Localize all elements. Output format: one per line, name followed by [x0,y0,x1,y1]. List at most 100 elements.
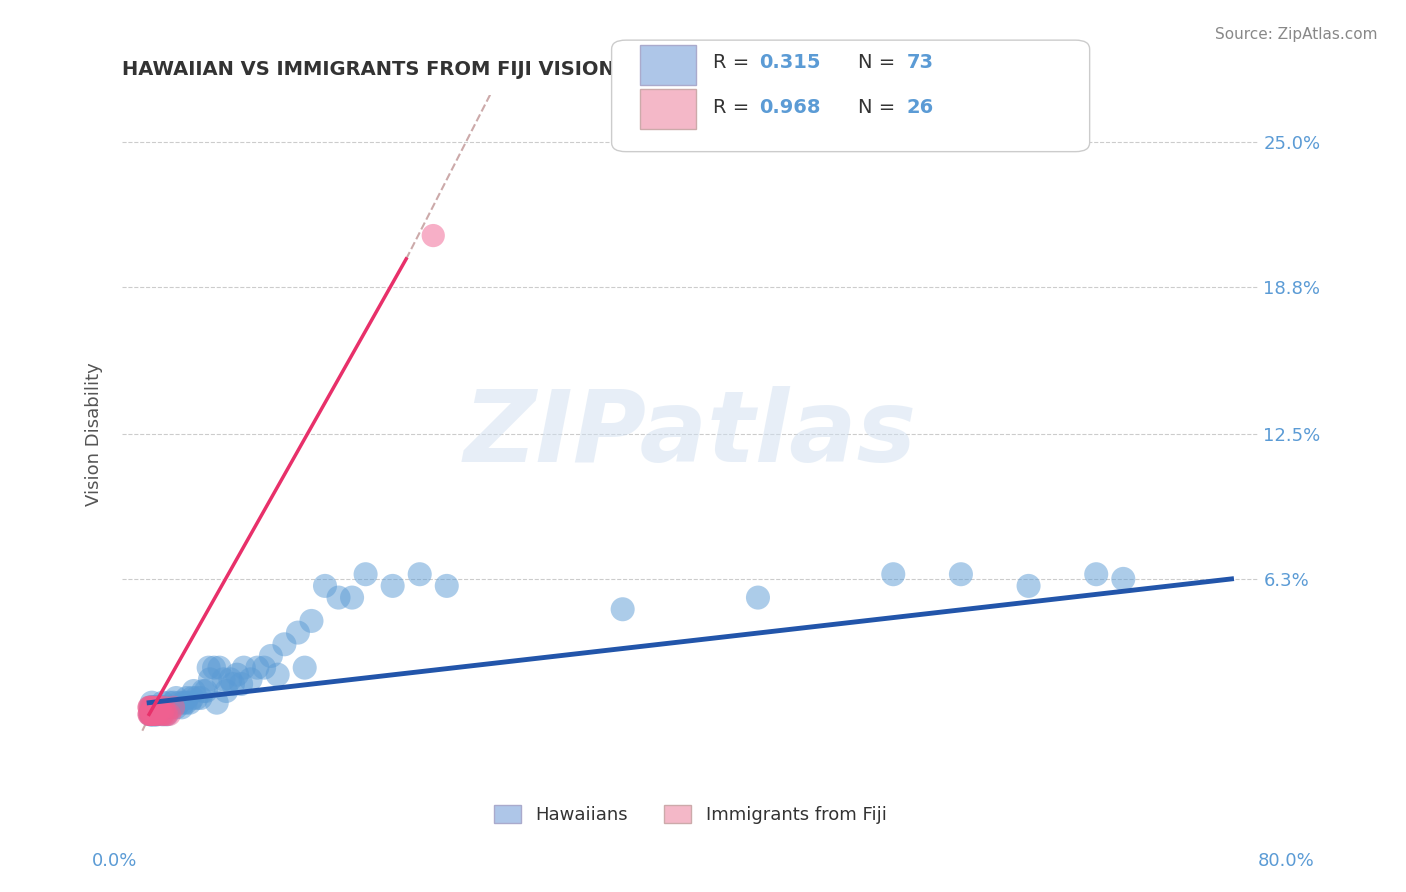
Point [179,696,201,710]
Point [1085,567,1108,582]
Text: N =: N = [858,53,894,72]
Text: 80.0%: 80.0% [1258,852,1315,870]
Point [138,700,160,714]
Point [949,567,972,582]
Text: ZIPatlas: ZIPatlas [464,385,917,483]
Point [146,707,169,722]
Point [150,707,173,722]
Text: Source: ZipAtlas.com: Source: ZipAtlas.com [1215,27,1378,42]
Point [882,567,904,582]
Point [145,700,167,714]
Point [138,700,160,714]
Point [139,700,162,714]
Text: 0.0%: 0.0% [91,852,136,870]
Point [198,673,221,687]
Point [145,707,167,722]
Point [143,707,166,722]
Text: R =: R = [713,53,749,72]
Point [152,700,174,714]
Point [409,567,432,582]
Point [747,591,769,605]
Point [273,637,295,651]
Point [150,700,173,714]
Point [152,707,174,722]
Point [167,696,190,710]
Point [165,691,187,706]
Point [149,700,172,714]
Point [162,696,184,710]
Point [138,707,160,722]
Text: 0.968: 0.968 [759,97,821,117]
Text: R =: R = [713,97,749,117]
Point [153,700,176,714]
Point [301,614,323,628]
Point [202,660,225,674]
Point [294,660,316,674]
Point [148,700,170,714]
Point [152,696,174,710]
Text: 0.315: 0.315 [759,53,821,72]
Point [219,673,242,687]
Text: 73: 73 [907,53,934,72]
Point [197,660,219,674]
Point [226,667,249,681]
Point [141,696,163,710]
Point [138,707,160,722]
Point [183,684,205,698]
Point [141,700,163,714]
Point [141,707,163,722]
Point [612,602,634,616]
Point [229,677,252,691]
Point [156,707,179,722]
Point [139,700,162,714]
Point [148,700,170,714]
Point [157,707,180,722]
Point [253,660,276,674]
Point [143,700,166,714]
Point [141,707,163,722]
Point [422,228,444,243]
Point [165,700,187,714]
Point [222,677,245,691]
Point [143,707,166,722]
Point [314,579,336,593]
Point [142,700,165,714]
Point [141,700,163,714]
Point [287,625,309,640]
Point [232,660,254,674]
Point [260,648,283,663]
Point [193,684,215,698]
Point [139,707,162,722]
Point [212,673,235,687]
Point [176,691,198,706]
Legend: Hawaiians, Immigrants from Fiji: Hawaiians, Immigrants from Fiji [486,797,894,831]
Point [190,691,212,706]
Point [246,660,269,674]
Point [215,684,238,698]
Point [149,700,172,714]
Point [205,696,228,710]
Point [155,700,177,714]
Point [146,707,169,722]
Point [328,591,350,605]
Point [1112,572,1135,586]
Point [266,667,288,681]
Point [194,684,217,698]
Point [186,691,208,706]
Point [172,696,194,710]
Point [145,707,167,722]
Point [170,700,193,714]
Point [159,700,181,714]
Point [145,700,167,714]
Point [174,696,197,710]
Point [142,700,165,714]
Point [139,707,162,722]
Point [139,707,162,722]
Point [1018,579,1040,593]
Point [162,700,184,714]
Point [208,660,231,674]
Point [381,579,404,593]
Point [156,707,179,722]
Point [340,591,363,605]
Text: N =: N = [858,97,894,117]
